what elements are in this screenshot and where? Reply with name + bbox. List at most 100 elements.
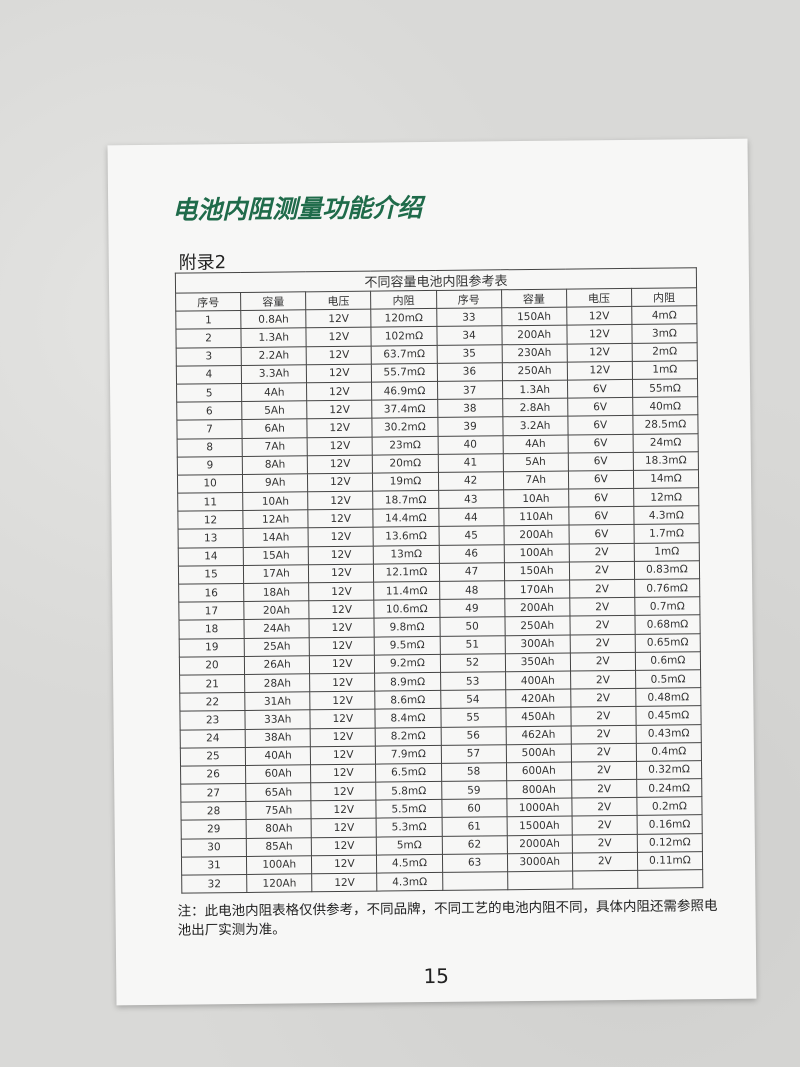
table-cell: 462Ah [505, 725, 572, 745]
table-cell: 100Ah [246, 855, 312, 875]
table-cell: 7Ah [503, 470, 569, 490]
table-cell: 0.45mΩ [635, 706, 702, 725]
table-cell: 16 [178, 583, 244, 603]
table-cell: 3000Ah [507, 852, 573, 872]
table-cell: 11 [177, 492, 243, 512]
table-cell: 4.5mΩ [376, 854, 443, 874]
table-cell: 14 [178, 547, 244, 566]
table-cell: 12V [305, 309, 372, 329]
table-cell: 450Ah [505, 707, 571, 727]
resistance-reference-table: 不同容量电池内阻参考表 序号 容量 电压 内阻 序号 容量 电压 内阻 1 0.8Ah 12V 12… [175, 267, 703, 894]
table-cell: 12V [310, 745, 376, 765]
table-cell: 14Ah [243, 528, 309, 548]
table-cell: 2V [569, 615, 636, 635]
table-cell: 12V [566, 342, 633, 362]
table-cell: 32 [181, 874, 247, 894]
column-header: 序号 [175, 292, 241, 312]
table-cell: 12V [310, 709, 376, 729]
column-header: 序号 [436, 289, 502, 309]
table-cell: 52 [439, 653, 506, 673]
table-cell: 85Ah [246, 837, 312, 857]
table-cell: 6V [567, 397, 633, 417]
table-cell: 4 [176, 365, 242, 385]
page-number: 15 [423, 963, 450, 989]
table-cell: 2V [569, 579, 635, 599]
table-cell: 8 [177, 437, 243, 457]
table-cell: 38Ah [245, 728, 311, 748]
table-cell: 47 [438, 562, 505, 582]
table-cell: 12V [307, 436, 373, 456]
table-cell: 12V [306, 400, 373, 420]
table-cell: 7Ah [242, 437, 308, 457]
table-cell: 18.3mΩ [633, 451, 699, 471]
table-cell: 12V [306, 363, 372, 383]
table-cell: 51 [439, 635, 505, 655]
table-cell: 6V [567, 379, 633, 399]
table-cell: 2V [570, 706, 636, 726]
table-cell: 1 [175, 310, 242, 330]
table-cell: 102mΩ [371, 326, 437, 346]
table-cell: 6V [568, 470, 634, 490]
table-cell: 0.4mΩ [636, 742, 702, 762]
table-cell: 4mΩ [631, 305, 697, 325]
table-cell: 6V [568, 452, 634, 471]
table-cell: 5.3mΩ [376, 817, 442, 837]
table-cell: 8.9mΩ [374, 672, 441, 692]
table-cell: 2V [572, 833, 638, 853]
table-cell: 55mΩ [632, 378, 698, 398]
table-cell: 2V [571, 743, 637, 762]
table-cell: 31 [181, 856, 247, 876]
table-cell: 230Ah [501, 343, 568, 363]
table-cell: 1.3Ah [241, 328, 307, 348]
table-cell: 10 [177, 474, 243, 494]
table-cell: 400Ah [505, 670, 571, 690]
table-cell: 1.7mΩ [633, 524, 700, 544]
table-cell: 33 [436, 307, 502, 327]
table-cell: 6V [568, 524, 635, 544]
table-cell: 6Ah [242, 419, 308, 438]
table-cell: 43 [438, 489, 504, 509]
table-cell: 9 [177, 456, 243, 476]
table-cell: 48 [439, 580, 505, 600]
table-cell: 28.5mΩ [632, 415, 699, 434]
table-cell: 3 [176, 347, 242, 366]
table-cell: 12V [309, 673, 376, 692]
table-cell: 0.76mΩ [634, 578, 700, 598]
table-cell: 12V [306, 345, 372, 365]
table-cell: 350Ah [504, 652, 571, 672]
table-cell: 28Ah [244, 673, 310, 693]
table-cell: 45 [438, 526, 504, 546]
table-cell: 150Ah [504, 561, 570, 581]
table-cell: 15 [178, 565, 244, 585]
table-cell: 58 [441, 762, 507, 782]
table-cell: 31Ah [244, 691, 311, 711]
table-cell: 7 [176, 419, 243, 439]
table-cell: 12V [308, 509, 374, 529]
table-cell: 12V [309, 654, 375, 674]
table-cell: 20Ah [243, 600, 310, 620]
table-cell: 4Ah [241, 382, 307, 402]
table-cell: 60 [441, 798, 507, 818]
table-cell: 63.7mΩ [371, 345, 437, 364]
table-cell: 27 [180, 783, 247, 803]
table-cell: 2V [570, 688, 636, 708]
table-cell: 10.6mΩ [374, 599, 440, 619]
table-cell: 41 [437, 453, 504, 473]
table-cell: 170Ah [504, 580, 570, 599]
table-cell: 14.4mΩ [373, 508, 439, 528]
table-cell: 8Ah [242, 455, 308, 475]
table-cell: 2mΩ [631, 342, 698, 362]
table-cell: 1mΩ [634, 542, 700, 562]
table-cell: 2V [570, 724, 637, 744]
table-cell: 0.12mΩ [637, 833, 703, 853]
table-cell: 2V [571, 797, 637, 817]
table-cell: 12V [308, 545, 374, 565]
table-cell: 13 [178, 528, 244, 548]
table-cell: 120Ah [246, 873, 313, 893]
column-header: 内阻 [370, 290, 437, 310]
table-cell: 200Ah [501, 325, 567, 345]
document-page: 电池内阻测量功能介绍 附录2 不同容量电池内阻参考表 序号 容量 电压 内阻 序号 容量电… [107, 138, 757, 1006]
table-cell: 0.68mΩ [634, 615, 701, 634]
table-cell: 55 [440, 708, 506, 727]
table-cell: 12.1mΩ [373, 563, 440, 583]
